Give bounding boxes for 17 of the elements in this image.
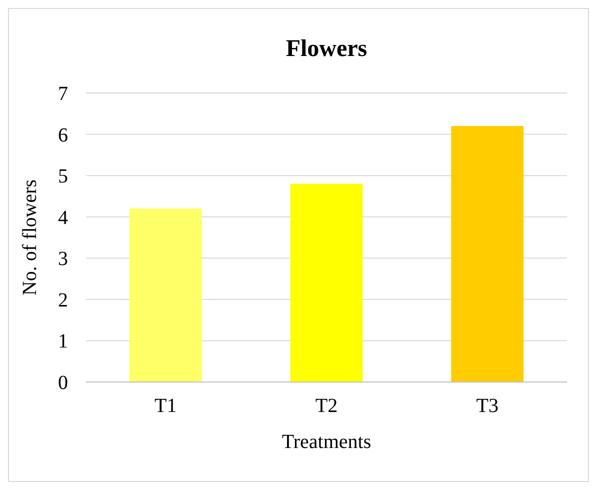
bar <box>290 184 363 382</box>
y-tick-label: 4 <box>58 206 68 229</box>
y-tick-label: 7 <box>58 83 68 105</box>
chart-title: Flowers <box>286 36 368 62</box>
y-tick-label: 0 <box>58 372 68 394</box>
y-axis-title: No. of flowers <box>19 179 41 296</box>
y-tick-label: 5 <box>58 166 68 188</box>
y-tick-label: 6 <box>58 124 68 146</box>
x-axis-title: Treatments <box>282 431 372 453</box>
x-tick-label: T1 <box>154 395 177 417</box>
x-tick-label: T3 <box>476 395 498 417</box>
x-tick-label: T2 <box>315 395 338 417</box>
bar <box>129 208 202 382</box>
bar <box>451 126 524 382</box>
y-tick-label: 2 <box>58 289 68 312</box>
y-tick-label: 3 <box>58 248 68 270</box>
y-tick-label: 1 <box>58 330 68 353</box>
